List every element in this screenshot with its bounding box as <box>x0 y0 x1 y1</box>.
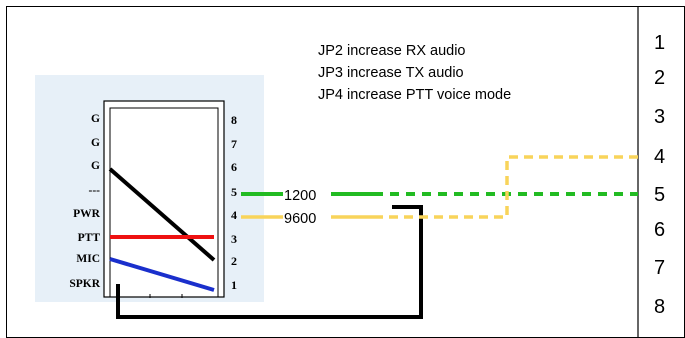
note-jp4: JP4 increase PTT voice mode <box>318 87 512 103</box>
right-pin-7: 7 <box>654 257 665 279</box>
pin-number-2: 2 <box>231 254 237 268</box>
pin-number-6: 6 <box>231 160 237 174</box>
note-jp3: JP3 increase TX audio <box>318 65 464 81</box>
connector-inner <box>109 107 219 298</box>
pin-number-7: 7 <box>231 137 237 151</box>
blue-mic-wire <box>109 257 215 292</box>
connector-outer <box>103 100 225 298</box>
connector-pin-numbers: 8 7 6 5 4 3 2 1 <box>231 113 237 292</box>
connector-signal-labels: G G G --- PWR PTT MIC SPKR <box>69 113 100 290</box>
note-jp2: JP2 increase RX audio <box>318 43 466 59</box>
right-pin-4: 4 <box>654 146 665 168</box>
pin-number-5: 5 <box>231 185 237 199</box>
black-jumper-wire <box>108 167 216 262</box>
pin-number-4: 4 <box>231 208 237 222</box>
right-pin-6: 6 <box>654 219 665 241</box>
wire-label-9600: 9600 <box>284 211 316 227</box>
jumper-notes: JP2 increase RX audio JP3 increase TX au… <box>318 40 511 106</box>
signal-label-spkr: SPKR <box>69 278 100 290</box>
right-pin-2: 2 <box>654 67 665 89</box>
signal-label-g-7: G <box>91 137 100 149</box>
signal-label-nc-5: --- <box>89 185 101 197</box>
right-pin-1: 1 <box>654 32 665 54</box>
yellow-wire-dashed <box>374 155 638 219</box>
pin-number-8: 8 <box>231 113 237 127</box>
right-pin-3: 3 <box>654 106 665 128</box>
signal-label-pwr: PWR <box>73 208 101 220</box>
signal-label-g-8: G <box>91 113 100 125</box>
right-pin-numbers: 1 2 3 4 5 6 7 8 <box>654 32 665 318</box>
wire-label-1200: 1200 <box>284 188 316 204</box>
signal-label-g-6: G <box>91 160 100 172</box>
pin-number-3: 3 <box>231 232 237 246</box>
signal-label-mic: MIC <box>76 253 100 265</box>
pin-number-1: 1 <box>231 278 237 292</box>
signal-label-ptt: PTT <box>78 232 101 244</box>
right-pin-5: 5 <box>654 184 665 206</box>
right-pin-8: 8 <box>654 296 665 318</box>
black-speaker-loop <box>116 205 423 319</box>
